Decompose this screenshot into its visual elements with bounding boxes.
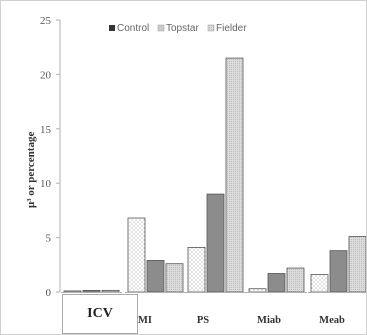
x-labels: MI PS Miab Meab <box>138 315 345 326</box>
bar-topstar <box>82 289 101 293</box>
bar-fielder <box>225 57 244 293</box>
icv-highlight-box: ICV <box>62 294 138 334</box>
x-tick-label: MI <box>138 315 152 326</box>
legend: Control Topstar Fielder <box>109 23 247 34</box>
bar-control <box>310 274 329 293</box>
bar-control <box>63 290 82 293</box>
x-tick-label: PS <box>197 315 209 326</box>
legend-label-fielder: Fielder <box>216 23 247 34</box>
icv-category-label: ICV <box>87 306 113 321</box>
legend-swatch-control <box>109 25 115 31</box>
bar-fielder <box>101 289 120 293</box>
bar-fielder <box>165 263 184 293</box>
y-tick-label: 0 <box>46 287 52 299</box>
bar-topstar <box>206 193 225 293</box>
legend-swatch-topstar <box>157 24 165 32</box>
bar-fielder <box>286 267 305 293</box>
legend-label-control: Control <box>117 23 149 34</box>
y-tick-label: 20 <box>40 69 52 81</box>
x-tick-label: Meab <box>319 315 345 326</box>
y-axis-label: μ³ or percentage <box>25 132 37 208</box>
bar-topstar <box>146 260 165 293</box>
bar-topstar <box>329 250 348 293</box>
bar-fielder <box>348 236 366 293</box>
y-tick-label: 15 <box>40 124 52 136</box>
bars <box>63 57 366 293</box>
y-ticks: 0 5 10 15 20 25 <box>40 15 60 299</box>
x-tick-label: Miab <box>257 315 281 326</box>
bar-control <box>248 288 267 293</box>
y-tick-label: 5 <box>46 233 52 245</box>
legend-swatch-fielder <box>207 24 215 32</box>
bar-control <box>187 246 206 293</box>
legend-label-topstar: Topstar <box>166 23 199 34</box>
y-tick-label: 25 <box>40 15 52 27</box>
y-tick-label: 10 <box>40 178 52 190</box>
bar-control <box>127 217 146 293</box>
bar-topstar <box>267 273 286 293</box>
